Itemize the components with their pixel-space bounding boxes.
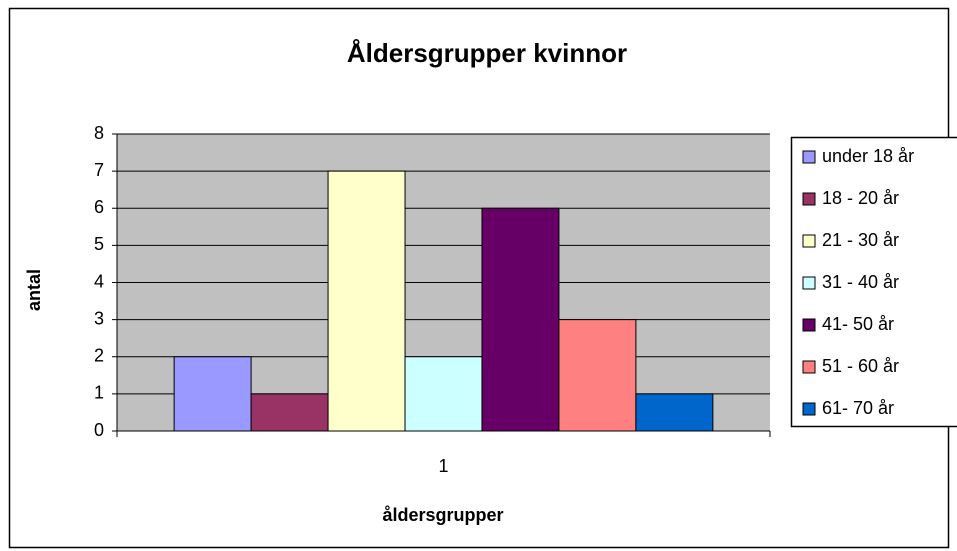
y-tick-label: 6 bbox=[94, 197, 104, 217]
y-tick-label: 1 bbox=[94, 383, 104, 403]
y-tick-label: 5 bbox=[94, 234, 104, 254]
bar bbox=[250, 393, 329, 432]
bar bbox=[327, 170, 406, 432]
y-tick-label: 2 bbox=[94, 346, 104, 366]
legend-swatch bbox=[802, 234, 816, 248]
bar bbox=[558, 319, 637, 432]
x-tick-label: 1 bbox=[438, 456, 448, 476]
legend-label: under 18 år bbox=[822, 146, 914, 166]
y-axis-title: antal bbox=[24, 269, 44, 311]
legend-label: 18 - 20 år bbox=[822, 188, 899, 208]
y-tick-label: 8 bbox=[94, 123, 104, 143]
legend-label: 31 - 40 år bbox=[822, 272, 899, 292]
bar bbox=[481, 207, 560, 432]
legend-swatch bbox=[802, 192, 816, 206]
y-tick-label: 7 bbox=[94, 160, 104, 180]
bar bbox=[404, 356, 483, 432]
legend-box bbox=[790, 136, 957, 428]
legend-label: 51 - 60 år bbox=[822, 356, 899, 376]
bar bbox=[635, 393, 714, 432]
y-tick-label: 3 bbox=[94, 308, 104, 328]
legend-label: 61- 70 år bbox=[822, 398, 894, 418]
x-axis-title: åldersgrupper bbox=[382, 505, 503, 525]
legend-label: 21 - 30 år bbox=[822, 230, 899, 250]
legend-swatch bbox=[802, 402, 816, 416]
y-tick-label: 4 bbox=[94, 271, 104, 291]
chart-title: Åldersgrupper kvinnor bbox=[347, 38, 627, 68]
legend-swatch bbox=[802, 150, 816, 164]
legend-swatch bbox=[802, 318, 816, 332]
legend-swatch bbox=[802, 276, 816, 290]
y-tick-label: 0 bbox=[94, 420, 104, 440]
legend-label: 41- 50 år bbox=[822, 314, 894, 334]
bar bbox=[173, 356, 252, 432]
legend-swatch bbox=[802, 360, 816, 374]
